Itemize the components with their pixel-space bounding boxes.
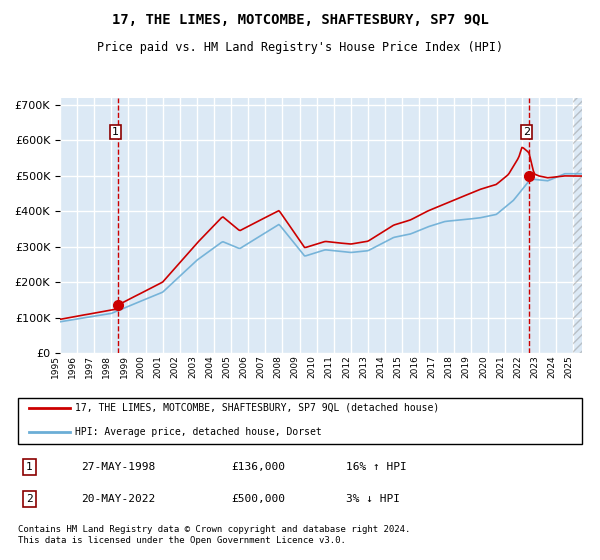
- Text: HPI: Average price, detached house, Dorset: HPI: Average price, detached house, Dors…: [76, 427, 322, 437]
- Text: 27-MAY-1998: 27-MAY-1998: [81, 462, 155, 472]
- Text: 2008: 2008: [274, 355, 283, 378]
- Text: 2010: 2010: [308, 355, 317, 378]
- Text: 2002: 2002: [171, 355, 180, 378]
- Text: Contains HM Land Registry data © Crown copyright and database right 2024.
This d: Contains HM Land Registry data © Crown c…: [18, 525, 410, 544]
- Text: 16% ↑ HPI: 16% ↑ HPI: [346, 462, 407, 472]
- Text: 1995: 1995: [51, 355, 60, 378]
- Text: 2000: 2000: [137, 355, 146, 378]
- Text: 2005: 2005: [222, 355, 231, 378]
- Text: 2001: 2001: [154, 355, 163, 378]
- Text: 17, THE LIMES, MOTCOMBE, SHAFTESBURY, SP7 9QL: 17, THE LIMES, MOTCOMBE, SHAFTESBURY, SP…: [112, 13, 488, 27]
- Text: 2019: 2019: [462, 355, 471, 378]
- Text: £136,000: £136,000: [231, 462, 285, 472]
- Text: 20-MAY-2022: 20-MAY-2022: [81, 494, 155, 504]
- Text: 2023: 2023: [530, 355, 539, 378]
- Text: Price paid vs. HM Land Registry's House Price Index (HPI): Price paid vs. HM Land Registry's House …: [97, 41, 503, 54]
- Text: 2009: 2009: [290, 355, 299, 378]
- Text: 17, THE LIMES, MOTCOMBE, SHAFTESBURY, SP7 9QL (detached house): 17, THE LIMES, MOTCOMBE, SHAFTESBURY, SP…: [76, 403, 440, 413]
- Text: 3% ↓ HPI: 3% ↓ HPI: [346, 494, 400, 504]
- Text: 2011: 2011: [325, 355, 334, 378]
- Text: 2016: 2016: [410, 355, 419, 378]
- Text: 2025: 2025: [565, 355, 574, 378]
- Text: 2021: 2021: [496, 355, 505, 378]
- Text: 2022: 2022: [513, 355, 522, 378]
- Text: 2: 2: [523, 127, 530, 137]
- Text: 2: 2: [26, 494, 32, 504]
- Text: 1: 1: [26, 462, 32, 472]
- Text: 1: 1: [112, 127, 119, 137]
- Text: £500,000: £500,000: [231, 494, 285, 504]
- Text: 2018: 2018: [445, 355, 454, 378]
- Text: 2013: 2013: [359, 355, 368, 378]
- Text: 2006: 2006: [239, 355, 248, 378]
- FancyBboxPatch shape: [18, 398, 582, 445]
- Text: 1999: 1999: [119, 355, 128, 378]
- Text: 2015: 2015: [393, 355, 402, 378]
- Text: 2004: 2004: [205, 355, 214, 378]
- Text: 2007: 2007: [256, 355, 265, 378]
- Bar: [574, 98, 582, 353]
- Text: 2003: 2003: [188, 355, 197, 378]
- Text: 2014: 2014: [376, 355, 385, 378]
- Text: 2017: 2017: [428, 355, 437, 378]
- Text: 2012: 2012: [342, 355, 351, 378]
- Text: 2020: 2020: [479, 355, 488, 378]
- Text: 1996: 1996: [68, 355, 77, 378]
- Text: 2024: 2024: [547, 355, 556, 378]
- Text: 1997: 1997: [85, 355, 94, 378]
- Text: 1998: 1998: [103, 355, 112, 378]
